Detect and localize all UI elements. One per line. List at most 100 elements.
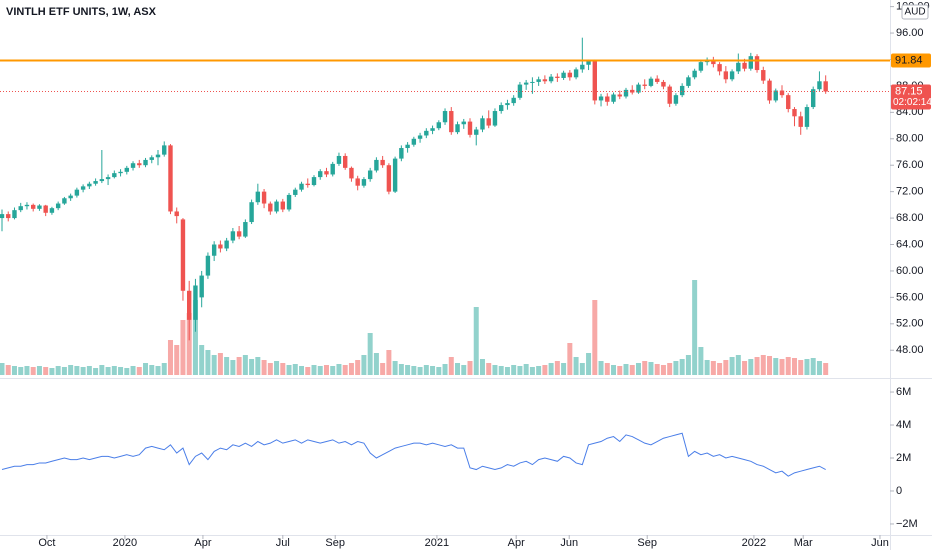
volume-bar (648, 362, 654, 375)
volume-bar (211, 355, 217, 375)
candle-body (367, 170, 373, 180)
candle-body (611, 94, 616, 102)
level-label-box (891, 53, 931, 68)
candle-body (74, 189, 80, 196)
y-tick-label: 52.00 (896, 318, 924, 330)
candle-body (199, 275, 204, 298)
candle-body (798, 116, 803, 127)
candle-body (274, 201, 279, 212)
candle-body (492, 111, 498, 126)
candle-body (149, 157, 154, 160)
volume-bar (224, 357, 230, 375)
volume-bar (767, 356, 773, 375)
candle-body (118, 171, 123, 174)
x-tick-label: Oct (38, 537, 55, 549)
volume-bar (623, 364, 629, 375)
volume-bar (199, 345, 205, 375)
candle-body (449, 111, 454, 133)
candle-body (392, 158, 398, 192)
volume-bar (810, 358, 816, 375)
volume-bar (642, 361, 648, 375)
candle-body (561, 72, 566, 78)
volume-bar (698, 347, 704, 375)
volume-bar (710, 361, 716, 375)
volume-bar (93, 368, 99, 375)
candle-body (280, 201, 285, 210)
volume-bar (242, 355, 248, 375)
candle-body (155, 154, 161, 158)
volume-bar (461, 365, 467, 375)
candle-body (355, 178, 360, 186)
candle-body (174, 211, 179, 217)
volume-bar (236, 357, 242, 375)
volume-bar (816, 361, 822, 375)
candle-body (374, 159, 379, 171)
volume-bar (548, 363, 554, 375)
volume-bar (417, 367, 423, 375)
candle-body (12, 210, 17, 219)
volume-bar (523, 364, 529, 375)
x-tick-label: Sep (637, 537, 657, 549)
candle-body (399, 148, 404, 159)
volume-bar (167, 340, 173, 375)
candle-body (268, 203, 273, 212)
candle-body (623, 89, 629, 97)
candle-body (18, 206, 23, 211)
volume-bar (791, 358, 797, 375)
volume-bar (785, 357, 791, 375)
candle-body (661, 81, 666, 87)
candle-body (211, 244, 217, 256)
volume-bar (255, 357, 261, 375)
candle-body (605, 96, 610, 102)
volume-bar (679, 359, 685, 375)
volume-bar (43, 367, 49, 375)
volume-bar (5, 365, 11, 375)
candle-body (112, 173, 117, 178)
volume-bar (492, 365, 498, 375)
candle-body (779, 90, 785, 96)
candle-body (655, 78, 660, 82)
volume-bar (411, 366, 417, 375)
volume-bar (161, 363, 167, 375)
candle-body (748, 56, 753, 69)
candle-body (162, 145, 167, 155)
candle-body (773, 90, 778, 101)
volume-bar (823, 363, 829, 375)
volume-bar (748, 359, 754, 375)
candle-body (804, 107, 810, 127)
candle-body (349, 167, 354, 179)
currency-box (901, 4, 929, 20)
volume-bar (30, 367, 36, 375)
candle-body (424, 130, 429, 136)
volume-bar (373, 353, 379, 375)
candle-body (586, 60, 591, 65)
volume-bar (311, 365, 317, 375)
y-tick-label: 96.00 (896, 27, 924, 39)
candle-body (474, 129, 479, 135)
candle-body (43, 205, 48, 213)
candle-body (105, 177, 111, 180)
candle-body (617, 94, 622, 97)
candle-body (817, 81, 822, 90)
volume-bar (155, 366, 161, 375)
candle-body (417, 135, 423, 139)
candle-body (168, 145, 173, 212)
volume-bar (292, 364, 298, 375)
volume-bar (186, 313, 192, 375)
candle-body (505, 103, 510, 106)
volume-bar (735, 355, 741, 375)
volume-bar (673, 361, 679, 375)
y-tick-label: 56.00 (896, 291, 924, 303)
volume-bar (130, 366, 136, 375)
candle-body (49, 208, 55, 213)
volume-bar (180, 320, 186, 375)
candle-body (193, 285, 198, 320)
candle-body (592, 60, 597, 101)
volume-bar (299, 366, 305, 375)
x-tick-label: Jul (276, 537, 290, 549)
candle-body (811, 89, 816, 108)
chart-title: VINTLH ETF UNITS, 1W, ASX (6, 6, 157, 18)
candle-body (330, 163, 335, 175)
candle-body (93, 181, 98, 184)
volume-bar (36, 366, 42, 375)
